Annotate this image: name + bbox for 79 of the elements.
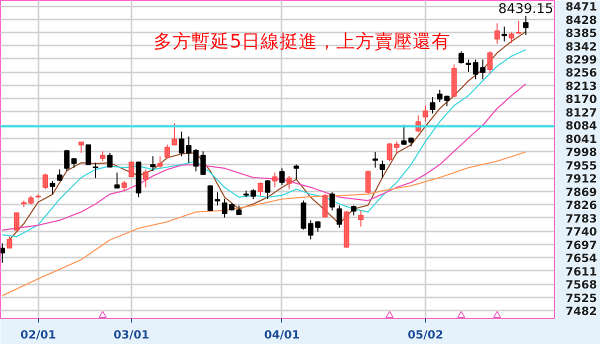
y-tick-label: 8385 [566,26,598,40]
y-tick-label: 8084 [566,118,598,133]
candlestick [157,156,163,168]
y-tick-label: 7783 [566,211,598,226]
y-tick-label: 7869 [566,184,598,199]
candlestick [508,32,514,44]
candlestick [487,50,493,74]
x-tick-label: 03/01 [114,328,150,342]
candlestick [50,180,56,195]
y-tick-label: 8256 [566,66,598,80]
y-tick-label: 7525 [566,290,598,305]
y-tick-label: 7955 [566,158,598,172]
candlestick [92,162,98,179]
y-tick-label: 7611 [566,264,598,278]
candlestick [494,22,500,44]
y-tick-label: 8342 [566,39,598,54]
annotation: 8439.15 [498,2,554,17]
candlestick [114,172,120,190]
candlestick [150,156,156,172]
candlestick [258,182,264,196]
line-series [2,151,526,296]
y-tick-label: 7998 [566,145,598,160]
candlestick [286,175,292,190]
y-tick-label: 8127 [566,105,598,120]
candlestick [78,141,84,154]
y-tick-label: 7654 [566,251,598,266]
candlestick [264,179,270,200]
candlestick [164,144,170,158]
candlestick [64,149,70,172]
candlestick [172,122,178,146]
y-tick-label: 7912 [566,172,598,186]
candlestick [502,26,508,42]
candlestick [365,170,371,194]
candlestick [372,151,378,168]
candlestick [143,169,148,188]
candlestick [71,158,77,168]
candlestick [272,172,278,188]
y-tick-label: 8041 [566,132,598,146]
candlestick [430,96,436,114]
y-tick-label: 7826 [566,198,598,212]
candlestick [422,104,428,122]
candlestick [458,50,464,64]
y-tick-label: 8471 [566,0,598,14]
candlestick [401,124,407,146]
candlestick [56,169,62,182]
y-tick-label: 8213 [566,78,598,93]
candlestick [350,205,356,216]
candlestick [121,180,127,192]
candlestick [0,242,6,264]
candlestick [6,236,12,249]
candlestick [279,168,285,186]
candlestick [128,161,134,178]
line-series [2,83,526,231]
y-tick-label: 8428 [566,12,598,27]
candlestick [380,160,386,178]
y-tick-label: 7482 [566,304,598,318]
candlestick [86,144,92,166]
candlestick [466,59,472,72]
y-tick-label: 7740 [566,224,598,239]
candlestick [200,150,206,176]
x-tick-label: 04/01 [264,328,300,342]
x-tick-label: 05/02 [408,328,444,342]
x-tick-label: 02/01 [20,328,56,342]
candlestick [322,193,328,218]
y-tick-label: 8299 [566,52,598,66]
y-tick-label: 7568 [566,278,598,292]
candlestick [358,210,364,228]
candlestick [294,164,300,180]
candlestick [516,20,522,34]
candlestick [100,150,106,162]
candlestick [107,152,113,168]
candlestick [336,205,342,228]
candlestick [42,173,48,190]
candlestick [14,212,20,231]
y-tick-label: 7697 [566,238,598,252]
y-tick-label: 8170 [566,92,598,106]
candlestick [523,15,529,36]
candlestick [329,192,335,211]
annotation: 多方暫延5日線挺進，上方賣壓還有 [154,30,451,52]
